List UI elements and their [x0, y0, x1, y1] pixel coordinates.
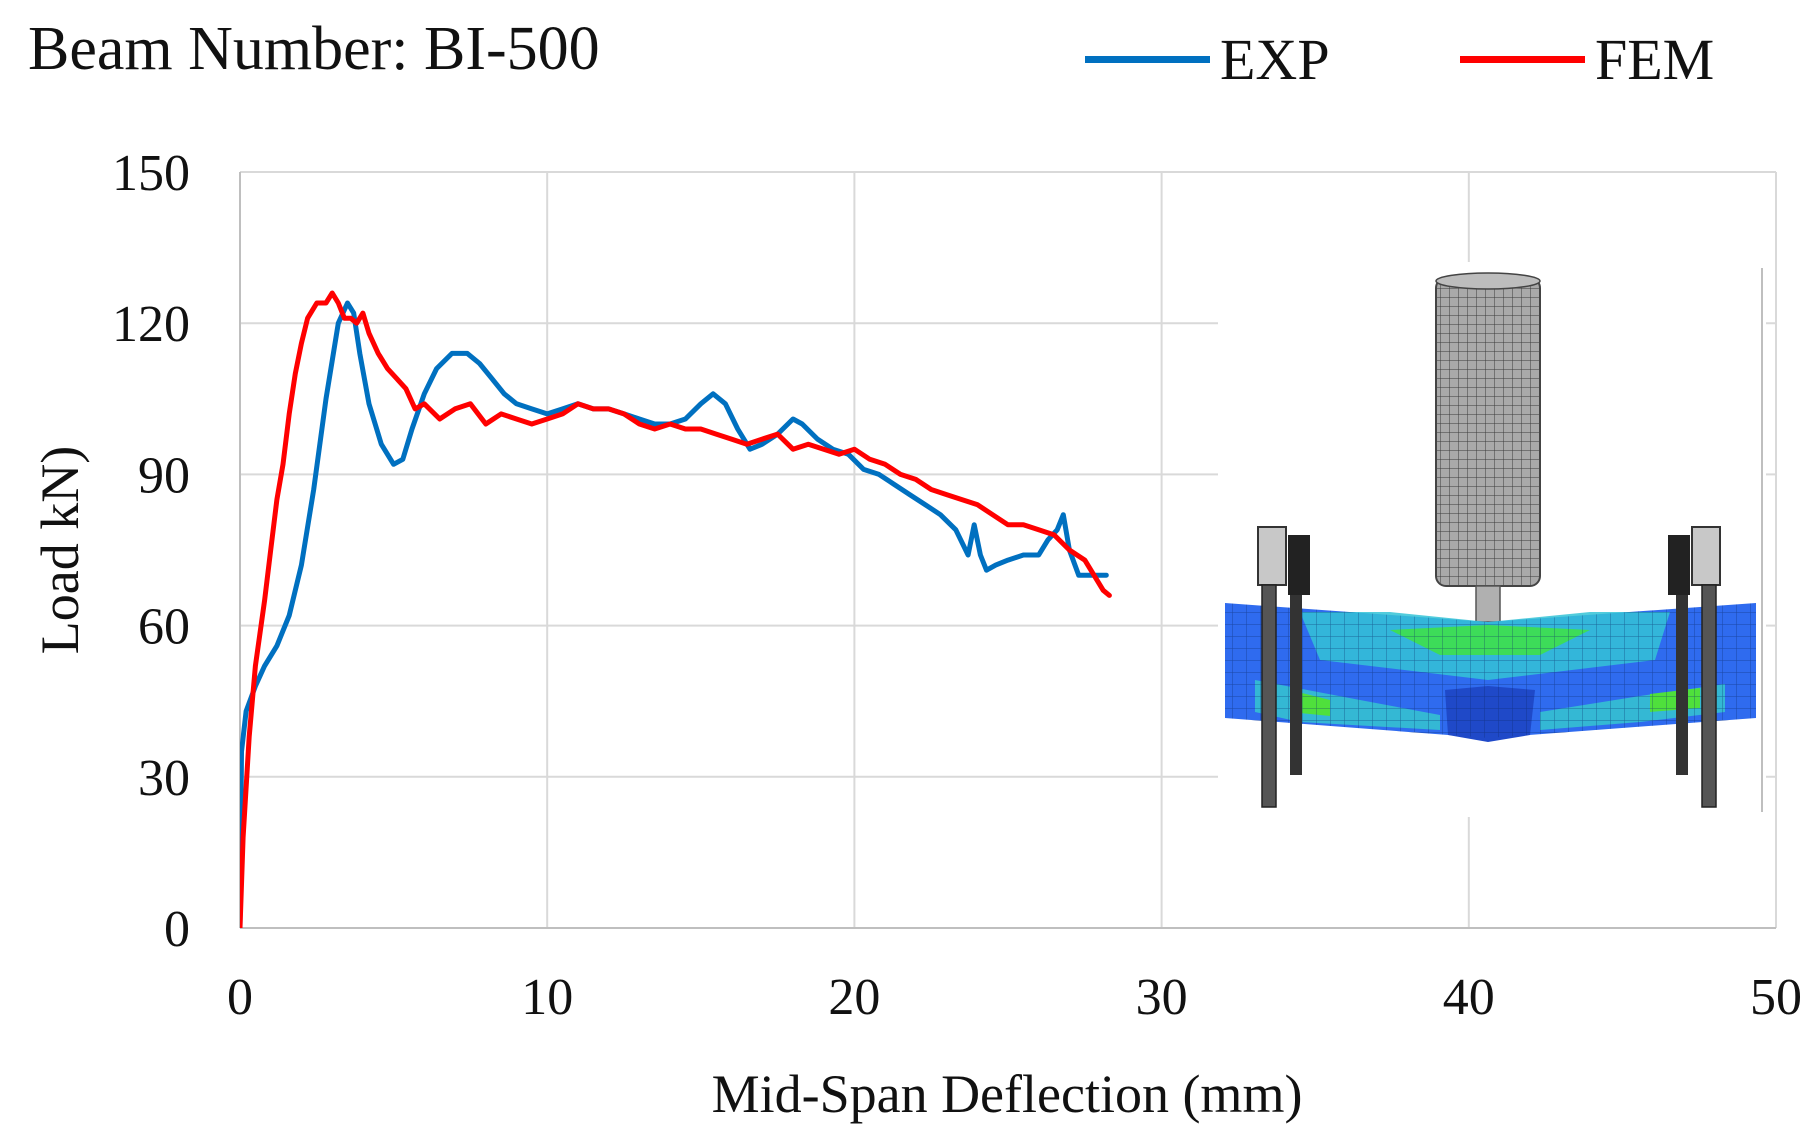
- x-tick-label: 10: [521, 969, 573, 1026]
- x-tick-label: 40: [1443, 969, 1495, 1026]
- fe-model-inset: [1218, 262, 1766, 817]
- x-tick-label: 50: [1750, 969, 1802, 1026]
- load-plate: [1475, 585, 1501, 623]
- x-tick-label: 30: [1136, 969, 1188, 1026]
- support-left-head: [1257, 526, 1287, 586]
- load-cylinder: [1435, 277, 1541, 587]
- legend-label-exp: EXP: [1220, 26, 1330, 92]
- y-tick-label: 0: [164, 901, 190, 958]
- y-tick-label: 30: [138, 750, 190, 807]
- legend-item-exp: EXP: [1085, 24, 1330, 94]
- cylinder-cap: [1435, 272, 1541, 290]
- support-right-rod: [1676, 595, 1688, 775]
- tick-labels: 0 30 60 90 120 150 0 10 20 30 40 50: [112, 145, 1802, 1026]
- support-left-rod: [1290, 595, 1302, 775]
- support-left-block: [1288, 535, 1310, 595]
- series-line-exp: [240, 300, 1109, 928]
- y-tick-label: 150: [112, 145, 190, 202]
- series-layer: [240, 290, 1112, 928]
- legend-label-fem: FEM: [1595, 26, 1715, 92]
- x-axis-label: Mid-Span Deflection (mm): [712, 1064, 1303, 1124]
- legend-item-fem: FEM: [1460, 24, 1714, 94]
- support-right-bolt: [1701, 584, 1717, 808]
- x-tick-label: 20: [828, 969, 880, 1026]
- legend-swatch-fem: [1460, 55, 1585, 63]
- y-tick-label: 60: [138, 599, 190, 656]
- x-tick-label: 0: [227, 969, 253, 1026]
- y-tick-label: 90: [138, 447, 190, 504]
- deformed-beam: [1225, 603, 1756, 742]
- legend-swatch-exp: [1085, 55, 1210, 63]
- support-left-bolt: [1261, 584, 1277, 808]
- y-axis-label: Load kN): [30, 446, 90, 654]
- series-line-fem: [240, 290, 1112, 928]
- support-right-block: [1668, 535, 1690, 595]
- chart-title: Beam Number: BI-500: [28, 15, 600, 83]
- beam-mesh: [1225, 603, 1756, 738]
- y-tick-label: 120: [112, 296, 190, 353]
- support-right-head: [1691, 526, 1721, 586]
